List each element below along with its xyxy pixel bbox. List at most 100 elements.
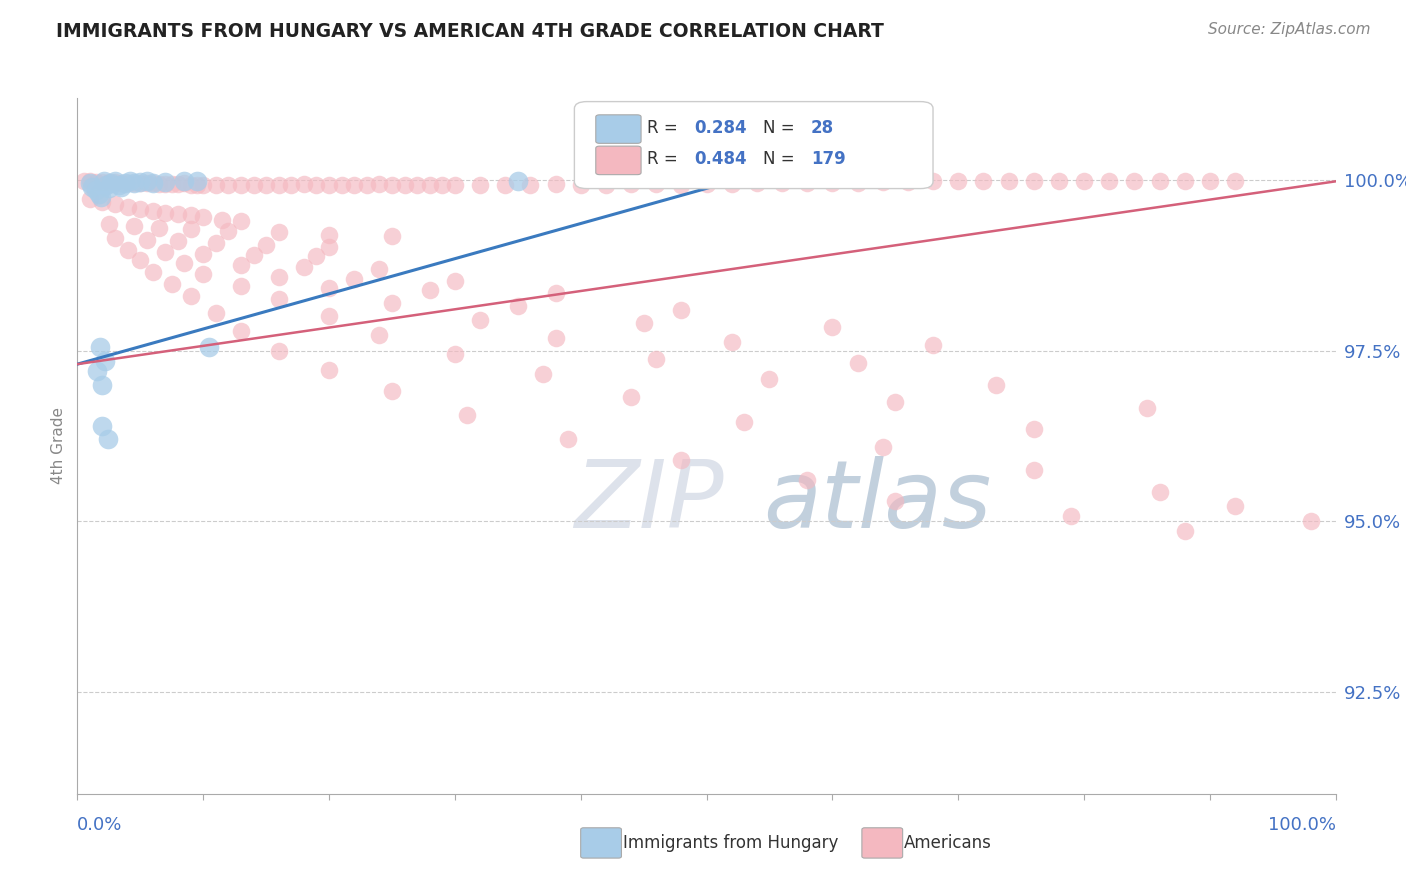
Point [1174, 524, 1197, 539]
Point [229, 325, 252, 339]
Point [155, 244, 177, 259]
Point [997, 174, 1019, 188]
Point [330, 178, 353, 192]
Point [173, 174, 195, 188]
Y-axis label: 4th Grade: 4th Grade [51, 408, 66, 484]
Text: 179: 179 [811, 151, 846, 169]
Point [186, 174, 208, 188]
Point [191, 211, 215, 225]
Point [160, 277, 183, 291]
Text: 0.0%: 0.0% [77, 816, 122, 834]
Point [280, 178, 302, 192]
Point [671, 452, 693, 467]
Point [148, 220, 170, 235]
Point [142, 177, 165, 191]
Point [104, 174, 127, 188]
Point [91, 418, 114, 433]
Point [173, 256, 195, 270]
Text: Americans: Americans [904, 834, 993, 852]
Point [254, 178, 277, 192]
Point [117, 243, 139, 257]
Point [242, 248, 264, 262]
Point [122, 219, 145, 234]
Point [229, 178, 252, 192]
Point [191, 267, 215, 281]
Point [645, 177, 668, 191]
Point [148, 177, 170, 191]
Point [846, 356, 869, 370]
Point [180, 289, 202, 303]
Text: IMMIGRANTS FROM HUNGARY VS AMERICAN 4TH GRADE CORRELATION CHART: IMMIGRANTS FROM HUNGARY VS AMERICAN 4TH … [56, 22, 884, 41]
Point [186, 178, 208, 192]
Point [90, 190, 112, 204]
Point [217, 224, 239, 238]
Point [318, 178, 340, 192]
Point [1022, 463, 1045, 477]
Point [821, 319, 844, 334]
Point [343, 272, 366, 286]
Point [229, 258, 252, 272]
Point [1047, 174, 1070, 188]
Point [97, 181, 120, 195]
Point [72, 174, 94, 188]
Point [645, 351, 668, 366]
Point [142, 176, 165, 190]
Text: R =: R = [647, 151, 678, 169]
Point [1299, 514, 1322, 528]
Point [180, 178, 202, 192]
Text: N =: N = [763, 119, 794, 137]
Point [217, 178, 239, 193]
Point [110, 179, 132, 194]
Point [406, 178, 429, 193]
Text: 28: 28 [811, 119, 834, 137]
Point [318, 281, 340, 295]
Point [129, 253, 152, 268]
Text: Immigrants from Hungary: Immigrants from Hungary [623, 834, 838, 852]
FancyBboxPatch shape [575, 102, 934, 188]
Point [180, 209, 202, 223]
Point [972, 174, 994, 188]
Point [305, 249, 328, 263]
Point [419, 284, 441, 298]
Point [770, 177, 793, 191]
Point [104, 175, 127, 189]
Point [167, 177, 190, 191]
Point [569, 178, 592, 192]
Point [96, 432, 118, 446]
Point [155, 175, 177, 189]
Point [1022, 422, 1045, 436]
Point [444, 274, 467, 288]
Point [305, 178, 328, 193]
Text: N =: N = [763, 151, 794, 169]
Point [142, 265, 165, 279]
Point [129, 202, 152, 216]
Point [191, 246, 215, 260]
Point [381, 228, 404, 243]
Point [318, 227, 340, 242]
Point [129, 177, 152, 191]
Point [155, 205, 177, 219]
Point [1223, 499, 1246, 513]
Point [160, 177, 183, 191]
Point [671, 178, 693, 192]
Point [191, 178, 215, 192]
FancyBboxPatch shape [596, 146, 641, 175]
Point [720, 335, 742, 350]
Point [100, 177, 122, 191]
Point [204, 235, 226, 250]
Text: 0.284: 0.284 [695, 119, 747, 137]
Point [211, 212, 233, 227]
Point [796, 176, 818, 190]
Point [544, 177, 567, 191]
Point [696, 177, 718, 191]
Point [1149, 485, 1171, 500]
Point [82, 179, 104, 194]
Point [135, 174, 157, 188]
Point [180, 222, 202, 236]
Point [110, 176, 132, 190]
Point [872, 441, 894, 455]
Point [343, 178, 366, 192]
Point [292, 260, 315, 275]
Point [368, 261, 391, 276]
Point [821, 176, 844, 190]
